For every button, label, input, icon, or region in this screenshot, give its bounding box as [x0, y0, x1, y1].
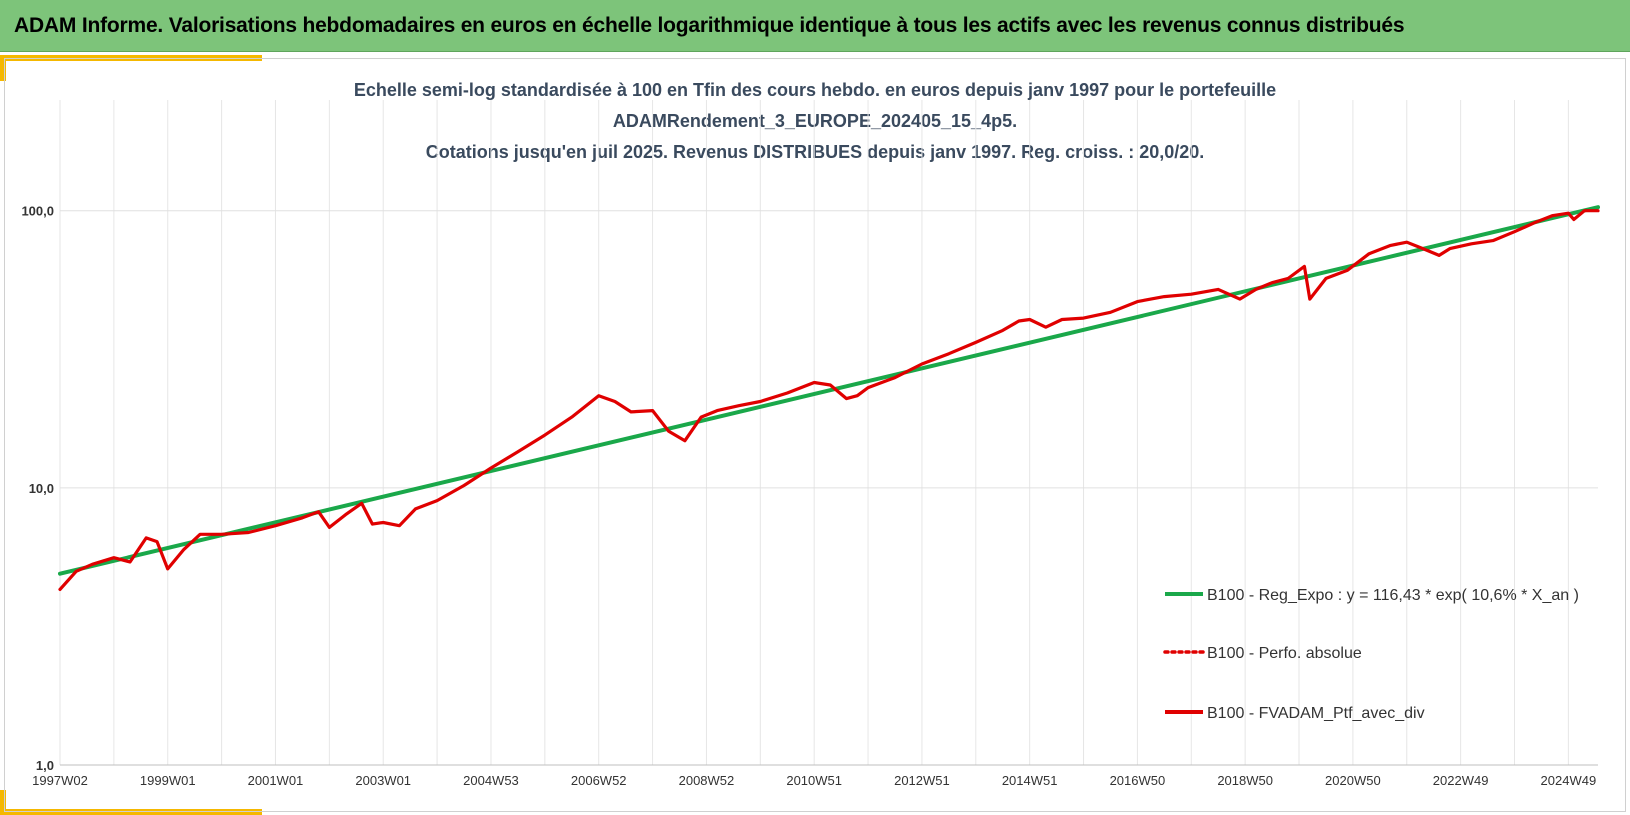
chart-title-line-2: ADAMRendement_3_EUROPE_202405_15_4p5. — [612, 111, 1018, 131]
series-line-0 — [58, 205, 1600, 576]
axis-layer: 1,0 10,0 100,0 1997W02 1999W01 2001W01 2003W01… — [21, 204, 1598, 788]
chart-frame — [4, 58, 1626, 812]
accent-bar-left-bottom — [0, 790, 6, 815]
accent-bar-left-top — [0, 55, 6, 81]
chart-title-line-3: Cotations jusqu'en juil 2025. Revenus DI… — [425, 142, 1205, 162]
accent-bar-bottom — [0, 809, 262, 815]
x-tick-label: 1999W01 — [140, 773, 196, 788]
chart-legend: B100 - Reg_Expo : y = 116,43 * exp( 10,6… — [1163, 587, 1579, 722]
x-tick-label: 2004W53 — [463, 773, 519, 788]
x-tick-label: 2022W49 — [1433, 773, 1489, 788]
legend-label-2: B100 - FVADAM_Ptf_avec_div — [1207, 705, 1425, 722]
legend-label-0: B100 - Reg_Expo : y = 116,43 * exp( 10,6… — [1207, 587, 1579, 604]
x-tick-label: 2020W50 — [1325, 773, 1381, 788]
x-tick-label: 2006W52 — [571, 773, 627, 788]
x-tick-label: 2001W01 — [248, 773, 304, 788]
x-tick-label: 2018W50 — [1217, 773, 1273, 788]
y-tick-label: 1,0 — [36, 758, 54, 773]
x-tick-label: 2008W52 — [679, 773, 735, 788]
series-line-2 — [58, 209, 1600, 592]
x-tick-label: 2003W01 — [355, 773, 411, 788]
x-tick-label: 2024W49 — [1541, 773, 1597, 788]
legend-label-1: B100 - Perfo. absolue — [1207, 645, 1362, 662]
x-tick-label: 2016W50 — [1110, 773, 1166, 788]
report-banner: ADAM Informe. Valorisations hebdomadaire… — [0, 0, 1630, 52]
grid-layer — [59, 100, 1598, 766]
y-tick-label: 10,0 — [29, 481, 54, 496]
chart-title-line-1: Echelle semi-log standardisée à 100 en T… — [353, 80, 1277, 100]
report-title: ADAM Informe. Valorisations hebdomadaire… — [14, 14, 1405, 37]
series-layer — [58, 205, 1600, 592]
x-tick-label: 1997W02 — [32, 773, 88, 788]
x-tick-label: 2012W51 — [894, 773, 950, 788]
x-tick-label: 2010W51 — [786, 773, 842, 788]
y-tick-label: 100,0 — [21, 204, 54, 219]
x-tick-label: 2014W51 — [1002, 773, 1058, 788]
